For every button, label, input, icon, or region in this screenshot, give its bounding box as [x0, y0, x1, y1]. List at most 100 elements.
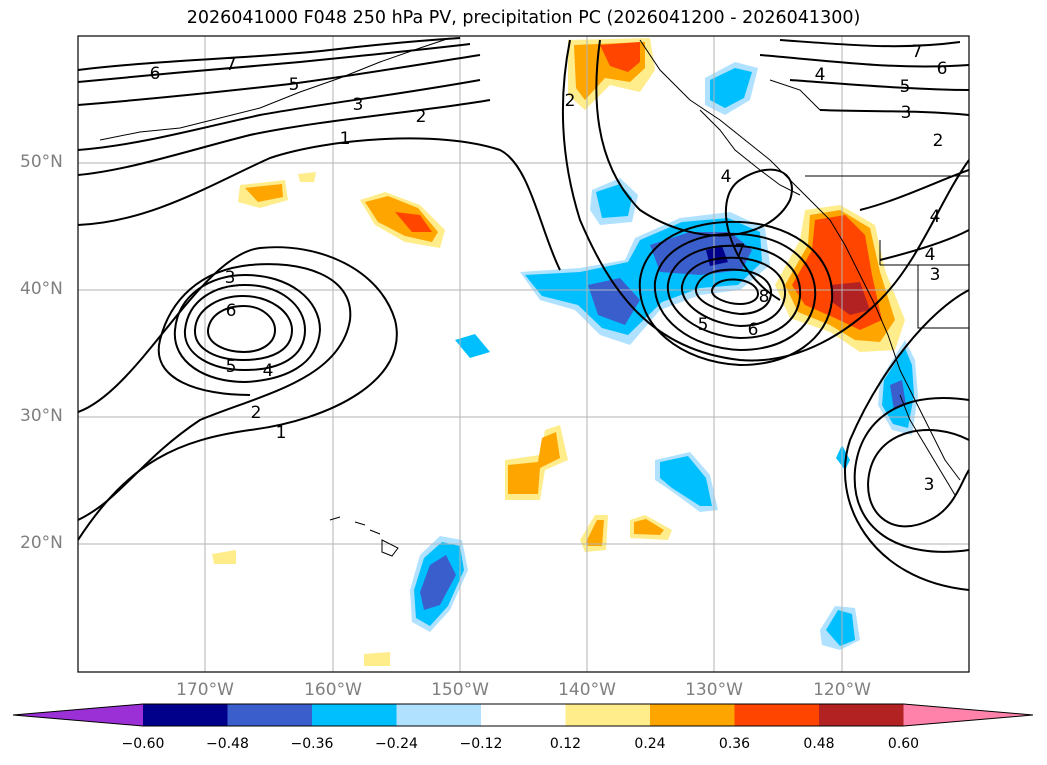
contour-label: 6 — [226, 301, 237, 321]
pv-contour-trough-outer — [561, 39, 969, 362]
pv-contour-cutoff-4 — [183, 283, 307, 372]
state-border-or — [879, 240, 969, 266]
pv-contour-northwest-7 — [78, 37, 461, 71]
precip-negative-coast-peak — [890, 380, 906, 410]
precip-positive-small-a — [212, 550, 236, 564]
coastline-bc-islands — [699, 79, 821, 196]
contour-label: 2 — [416, 107, 427, 127]
lat-label-20n: 20°N — [20, 533, 63, 553]
contour-label: 6 — [937, 59, 948, 79]
contour-label: 5 — [226, 357, 237, 377]
contour-label: 1 — [340, 129, 351, 149]
precip-positive-small-c — [298, 172, 316, 182]
contour-label: 3 — [225, 268, 236, 288]
pv-contour-cutoff-1 — [78, 246, 398, 541]
lat-label-30n: 30°N — [20, 406, 63, 426]
pv-contour-trough-2 — [595, 39, 793, 301]
contour-label: 5 — [900, 77, 911, 97]
contour-label: 5 — [698, 315, 709, 335]
precip-negative-subtrop-core — [660, 456, 712, 506]
precip-negative-alaska-core — [710, 68, 752, 108]
precip-negative-south-core — [826, 610, 855, 646]
contour-label: 6 — [748, 320, 759, 340]
pv-contour-northwest-6 — [78, 43, 471, 83]
pv-contour-southeast-outer — [853, 397, 969, 553]
pv-contours — [78, 37, 969, 591]
contour-label: 2 — [933, 131, 944, 151]
colorbar-segment — [565, 704, 651, 726]
map-frame — [77, 35, 970, 673]
lon-label-160w: 160°W — [304, 680, 362, 700]
contour-label: 2 — [251, 403, 262, 423]
precip-positive-alaska-peak — [600, 42, 640, 72]
contour-label: 4 — [925, 245, 936, 265]
precip-negative-trough-peak — [706, 246, 728, 266]
pv-contour-northeast-5 — [789, 79, 969, 91]
contour-label: 7 — [912, 42, 923, 62]
precip-positive-subtrop-b-core — [586, 520, 604, 546]
pv-contour-northeast-6 — [759, 54, 969, 68]
contour-label: 3 — [930, 265, 941, 285]
colorbar-segment — [819, 704, 904, 726]
colorbar-segment — [227, 704, 313, 726]
colorbar-tick-label: −0.24 — [375, 736, 418, 752]
pv-contour-northeast-3 — [819, 109, 969, 116]
contour-label: 5 — [289, 75, 300, 95]
pv-contour-northeast-4 — [859, 169, 969, 211]
precip-negative-offshore-core — [596, 184, 632, 218]
pv-contour-cutoff-6 — [206, 304, 277, 354]
pv-contour-low-ring-5 — [694, 268, 773, 316]
precip-positive-gulf-core — [245, 184, 283, 202]
contour-label: 3 — [353, 95, 364, 115]
chart-title: 2026041000 F048 250 hPa PV, precipitatio… — [186, 8, 861, 28]
colorbar-segment — [481, 704, 566, 726]
contour-label: 3 — [924, 475, 935, 495]
contour-label: 7 — [735, 241, 746, 261]
contour-label: 4 — [263, 361, 274, 381]
colorbar-segment — [734, 704, 820, 726]
colorbar-tick-label: −0.12 — [459, 736, 503, 752]
pv-contour-low-ring-3 — [666, 244, 802, 340]
precip-positive-midpac-peak — [395, 212, 432, 232]
pv-contour-cutoff-2 — [78, 263, 352, 521]
colorbar-tick-label: −0.36 — [290, 736, 334, 752]
precip-fill-layer — [212, 38, 918, 666]
colorbar-tick-label: 0.12 — [549, 736, 582, 752]
colorbar-outline — [12, 703, 1034, 727]
coastline-hawaii — [329, 516, 399, 557]
lon-label-140w: 140°W — [558, 680, 616, 700]
lon-label-120w: 120°W — [813, 680, 871, 700]
precip-negative-small-a — [455, 334, 490, 358]
lat-label-50n: 50°N — [20, 152, 63, 172]
contour-labels: 6 7 5 3 2 1 3 6 5 4 2 1 2 4 7 8 5 6 7 6 … — [150, 42, 948, 495]
colorbar-extend-max — [903, 704, 1033, 726]
pv-contour-northwest-1 — [78, 137, 561, 271]
precip-positive-subtrop-a-core — [508, 432, 560, 494]
pv-contour-northwest-3 — [78, 79, 481, 151]
map-panel: 6 7 5 3 2 1 3 6 5 4 2 1 2 4 7 8 5 6 7 6 … — [77, 35, 970, 673]
pv-contour-low-ring-4 — [680, 256, 787, 328]
precip-negative-small-b — [836, 445, 850, 470]
coastline-west-coast — [809, 199, 961, 481]
pv-contour-southeast-2 — [844, 289, 969, 591]
coastline-aleutians — [99, 37, 451, 141]
colorbar-tick-label: −0.60 — [121, 736, 165, 752]
colorbar-tick-label: 0.60 — [887, 736, 920, 752]
graticule — [78, 36, 969, 672]
colorbar-tick-label: 0.36 — [718, 736, 751, 752]
pv-contour-east-4 — [879, 229, 969, 261]
coastlines — [99, 37, 969, 557]
colorbar-extend-min — [13, 704, 143, 726]
contour-label: 1 — [276, 423, 287, 443]
coastline-baja — [899, 394, 956, 496]
lon-label-130w: 130°W — [685, 680, 743, 700]
pv-contour-cutoff-5 — [193, 294, 294, 362]
pv-contour-southeast-3 — [867, 429, 969, 528]
contour-label: 3 — [901, 103, 912, 123]
pv-contour-northwest-5 — [78, 54, 481, 106]
lon-label-170w: 170°W — [176, 680, 234, 700]
colorbar-segment — [312, 704, 397, 726]
colorbar-segment — [143, 704, 228, 726]
pv-contour-low-ring-6 — [711, 278, 760, 306]
pv-contour-low-ring-1 — [638, 220, 834, 367]
